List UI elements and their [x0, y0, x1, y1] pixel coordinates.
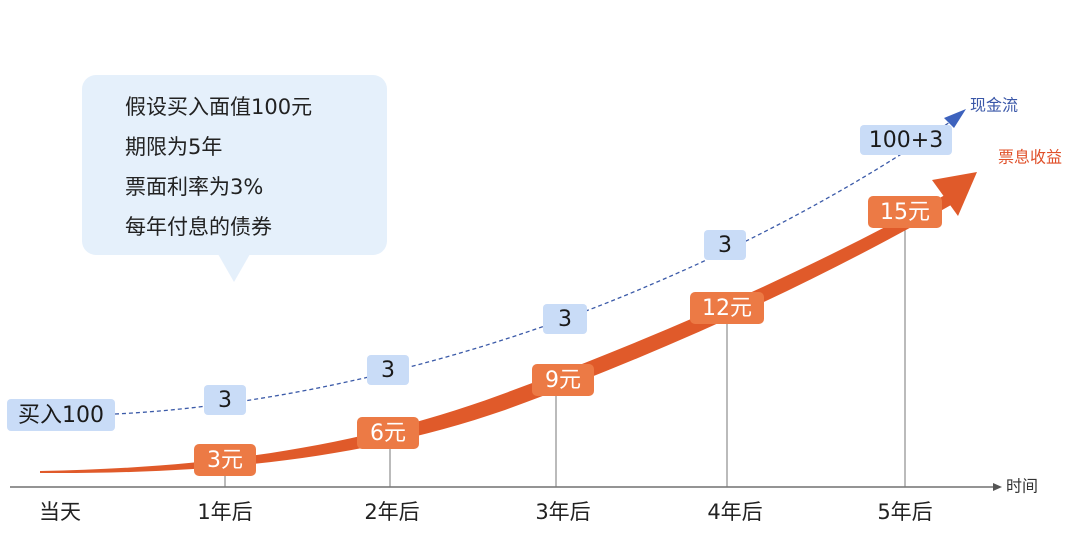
coupon-label: 3元: [207, 448, 243, 473]
coupon-box: [194, 444, 256, 476]
callout-box: [82, 75, 387, 255]
callout-line: 票面利率为3%: [125, 175, 263, 199]
callout-line: 每年付息的债券: [125, 215, 272, 239]
coupon-label: 9元: [545, 368, 581, 393]
cash-flow-box: [704, 230, 746, 260]
legend-coupon: 票息收益: [998, 148, 1062, 167]
coupon-box: [868, 196, 942, 228]
callout-tail: [218, 254, 250, 282]
callout-line: 期限为5年: [125, 135, 222, 159]
cash-flow-label: 3: [718, 233, 732, 258]
coupon-box: [357, 417, 419, 449]
axis-tick-label: 3年后: [535, 500, 590, 524]
coupon-box: [532, 364, 594, 396]
coupon-label: 15元: [880, 200, 930, 225]
axis-tick-label: 4年后: [707, 500, 762, 524]
cash-flow-arrow: [944, 109, 966, 128]
callout: 假设买入面值100元 期限为5年 票面利率为3% 每年付息的债券: [82, 75, 387, 282]
coupon-box: [690, 292, 764, 324]
axis-tick-label: 5年后: [877, 500, 932, 524]
coupon-arrow: [932, 172, 977, 216]
legend-cash-flow: 现金流: [970, 96, 1018, 115]
axis-label: 时间: [1006, 477, 1038, 496]
cash-flow-label: 3: [218, 388, 232, 413]
axis-tick-label: 当天: [39, 500, 81, 524]
cash-flow-box: [7, 399, 115, 431]
cash-flow-label: 买入100: [18, 403, 104, 428]
cash-flow-box: [860, 125, 952, 155]
axis-tick-label: 2年后: [364, 500, 419, 524]
axis-arrow: [993, 483, 1002, 491]
cash-flow-box: [543, 304, 587, 334]
cash-flow-box: [367, 355, 409, 385]
coupon-label: 12元: [702, 296, 752, 321]
cash-flow-label: 100+3: [869, 128, 943, 153]
cash-flow-box: [204, 385, 246, 415]
cash-flow-label: 3: [381, 358, 395, 383]
axis-tick-label: 1年后: [197, 500, 252, 524]
coupon-label: 6元: [370, 421, 406, 446]
cash-flow-label: 3: [558, 307, 572, 332]
cash-flow-curve: [114, 121, 951, 415]
callout-line: 假设买入面值100元: [125, 95, 312, 119]
